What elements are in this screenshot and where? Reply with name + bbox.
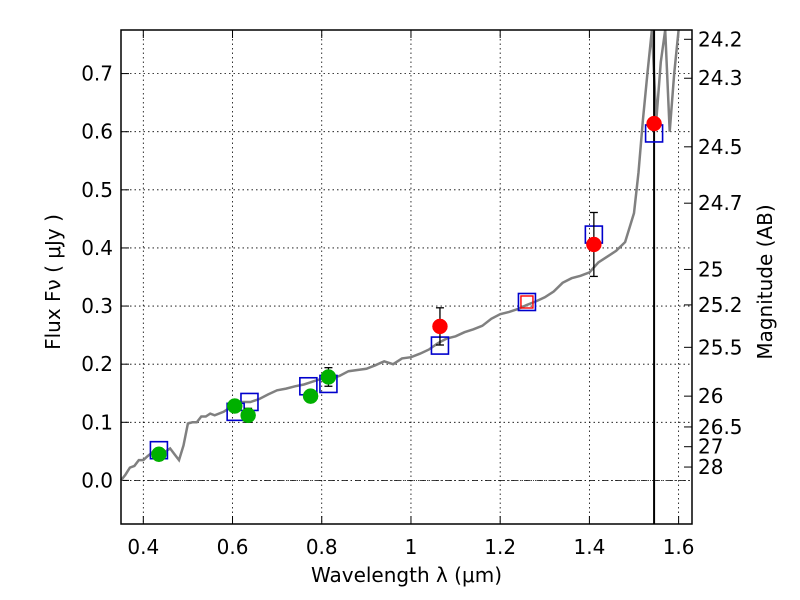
right-tick-label: 27 [698, 435, 723, 459]
model-spectrum-line [120, 29, 680, 482]
data-point-observed-near-ir [646, 115, 662, 132]
x-tick-label: 1.2 [484, 535, 516, 559]
y-tick-label: 0.6 [81, 120, 113, 144]
x-tick-label: 1.6 [663, 535, 695, 559]
right-tick-label: 24.2 [698, 27, 743, 51]
x-tick-label: 0.8 [306, 535, 338, 559]
y-axis-label: Flux Fν ( μJy ) [41, 214, 65, 350]
y-tick-label: 0.0 [81, 468, 113, 492]
plot-frame [120, 29, 693, 525]
x-tick-label: 0.4 [127, 535, 159, 559]
right-tick-label: 24.5 [698, 135, 743, 159]
grid [121, 30, 692, 524]
right-tick-label: 26.5 [698, 415, 743, 439]
data-point-observed-optical [240, 407, 256, 424]
x-tick-label: 0.6 [217, 535, 249, 559]
data-point-observed-optical [227, 398, 243, 414]
x-axis-label: Wavelength λ (μm) [311, 563, 502, 587]
y-tick-label: 0.1 [81, 410, 113, 434]
y-tick-label: 0.7 [81, 62, 113, 86]
y-tick-label: 0.5 [81, 178, 113, 202]
data-point-observed-optical [151, 446, 167, 463]
data-point-observed-optical [320, 369, 337, 385]
right-tick-label: 24.7 [698, 191, 743, 215]
x-tick-label: 1.4 [573, 535, 605, 559]
y-tick-label: 0.4 [81, 236, 113, 260]
right-axis-label: Magnitude (AB) [753, 204, 777, 359]
y-tick-label: 0.3 [81, 294, 113, 318]
data-point-observed-near-ir [432, 318, 448, 335]
model-photometry-square [517, 292, 537, 312]
y-axis-ticks: 0.0 0.1 0.2 0.3 0.4 0.5 0.6 0.7 [81, 62, 129, 492]
x-axis-ticks: 0.4 0.6 0.8 1 1.2 1.4 1.6 [127, 30, 695, 559]
data-point-observed-optical [302, 388, 319, 404]
data-point-observed-near-ir [586, 236, 602, 253]
right-tick-label: 25 [698, 257, 723, 281]
y-tick-label: 0.2 [81, 352, 113, 376]
data-point-non-detection [520, 295, 534, 309]
right-tick-label: 25.5 [698, 335, 743, 359]
x-tick-label: 1 [405, 535, 418, 559]
right-tick-label: 28 [698, 455, 723, 479]
right-tick-label: 24.3 [698, 66, 743, 90]
right-tick-label: 25.2 [698, 293, 743, 317]
right-tick-label: 26 [698, 384, 723, 408]
data-markers [149, 115, 664, 463]
